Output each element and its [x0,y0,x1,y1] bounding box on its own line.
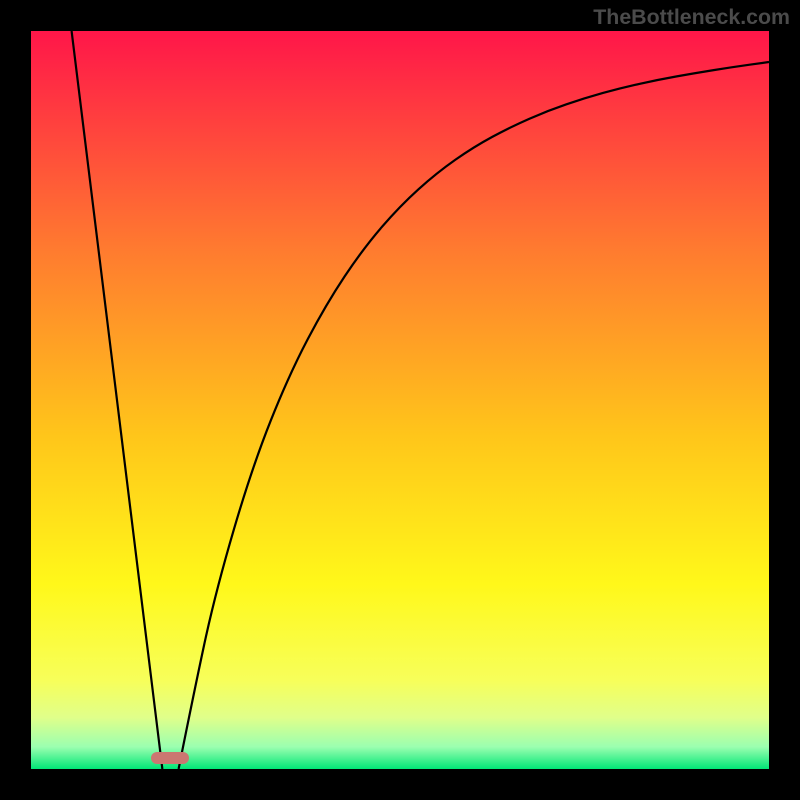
watermark-text: TheBottleneck.com [593,5,790,30]
plot-area [31,31,769,769]
curve-path [72,31,769,769]
curve-svg [31,31,769,769]
chart-container: TheBottleneck.com [0,0,800,800]
minimum-marker [151,752,189,764]
